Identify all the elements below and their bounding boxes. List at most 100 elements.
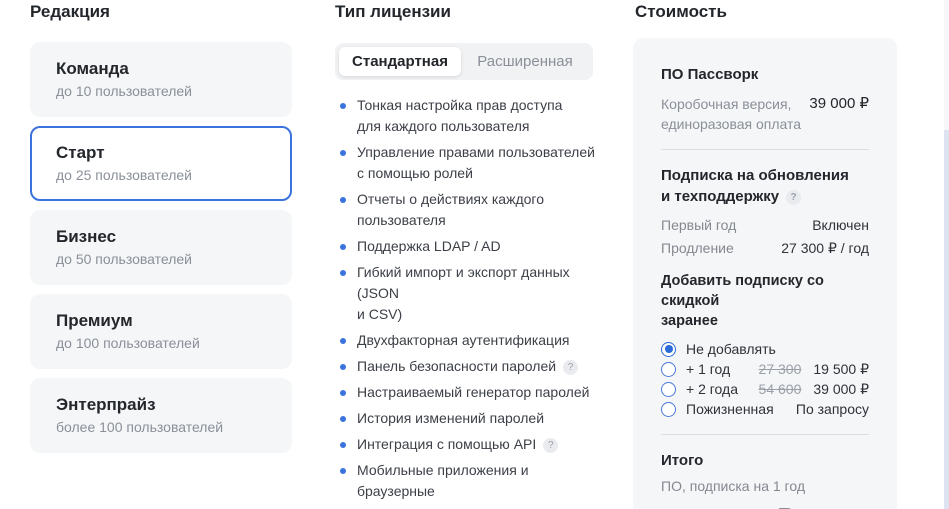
feature-label: Двухфакторная аутентификация [357, 332, 570, 348]
subscription-options: Не добавлять + 1 год 27 300 19 500 ₽ + 2… [661, 339, 869, 419]
radio-dot [664, 345, 673, 353]
option-price: 19 500 ₽ [813, 360, 869, 377]
option-label: Пожизненная [686, 401, 774, 417]
edition-subtitle: до 100 пользователей [56, 335, 200, 351]
license-heading: Тип лицензии [335, 2, 451, 21]
bullet-icon [340, 197, 346, 203]
option-old-price: 54 600 [758, 381, 802, 397]
option-price: 39 000 ₽ [813, 380, 869, 397]
software-price: 39 000 ₽ [809, 95, 869, 112]
edition-card-enterprise[interactable]: Энтерпрайз более 100 пользователей [30, 378, 292, 453]
feature-item: Двухфакторная аутентификация [335, 330, 597, 351]
bullet-icon [340, 364, 346, 370]
radio-option-1-year[interactable]: + 1 год 27 300 19 500 ₽ [661, 359, 869, 379]
feature-item: Управление правами пользователей с помощ… [335, 142, 597, 184]
addon-title: Добавить подписку со скидкой заранее [661, 273, 824, 329]
license-type-tabs: Стандартная Расширенная [335, 43, 593, 80]
bullet-icon [340, 416, 346, 422]
radio-icon[interactable] [661, 401, 676, 417]
radio-icon[interactable] [661, 341, 676, 357]
feature-list: Тонкая настройка прав доступа для каждог… [335, 95, 597, 509]
bullet-icon [340, 390, 346, 396]
bullet-icon [340, 103, 346, 109]
editions-heading: Редакция [30, 2, 110, 21]
help-icon[interactable]: ? [563, 360, 579, 375]
subscription-title-text: Подписка на обновления и техподдержку [661, 167, 849, 205]
feature-item: Отчеты о действиях каждого пользователя [335, 189, 597, 231]
row-label: Продление [661, 240, 734, 256]
row-value: 27 300 ₽ / год [781, 240, 869, 256]
edition-card-biznes[interactable]: Бизнес до 50 пользователей [30, 210, 292, 285]
software-title: ПО Пассворк [661, 66, 759, 83]
edition-title: Энтерпрайз [56, 395, 156, 414]
radio-option-none[interactable]: Не добавлять [661, 339, 869, 359]
option-label: + 2 года [686, 381, 738, 397]
bullet-icon [340, 442, 346, 448]
total-amount: 39 000 ₽ [661, 503, 869, 509]
radio-icon[interactable] [661, 361, 676, 377]
total-description: ПО, подписка на 1 год [661, 478, 805, 494]
feature-label: Настраиваемый генератор паролей [357, 384, 590, 400]
edition-list: Команда до 10 пользователей Старт до 25 … [30, 42, 295, 453]
feature-label: Поддержка LDAP / AD [357, 238, 501, 254]
option-label: + 1 год [686, 361, 731, 377]
feature-item: Настраиваемый генератор паролей [335, 382, 597, 403]
help-icon[interactable]: ? [786, 190, 802, 205]
tab-extended[interactable]: Расширенная [477, 53, 573, 70]
edition-subtitle: до 10 пользователей [56, 83, 192, 99]
radio-icon[interactable] [661, 381, 676, 397]
edition-subtitle: до 25 пользователей [56, 167, 192, 183]
feature-item: Мобильные приложения и браузерные расшир… [335, 460, 597, 509]
feature-item: Гибкий импорт и экспорт данных (JSON и C… [335, 262, 597, 325]
edition-title: Бизнес [56, 227, 117, 246]
feature-label: Гибкий импорт и экспорт данных (JSON и C… [357, 264, 570, 322]
radio-option-2-years[interactable]: + 2 года 54 600 39 000 ₽ [661, 379, 869, 399]
feature-label: Панель безопасности паролей [357, 358, 557, 374]
feature-label: История изменений паролей [357, 410, 545, 426]
scrollbar-thumb[interactable] [944, 130, 949, 509]
license-column: Тип лицензии Стандартная Расширенная Тон… [335, 2, 597, 509]
feature-item: Панель безопасности паролей? [335, 356, 597, 377]
subscription-row-renewal: Продление 27 300 ₽ / год [661, 237, 869, 260]
feature-item: Интеграция с помощью API? [335, 434, 597, 455]
feature-label: Отчеты о действиях каждого пользователя [357, 191, 544, 228]
editions-column: Редакция Команда до 10 пользователей Ста… [30, 2, 295, 453]
edition-card-start[interactable]: Старт до 25 пользователей [30, 126, 292, 201]
edition-title: Команда [56, 59, 129, 78]
software-description: Коробочная версия, единоразовая оплата [661, 96, 802, 132]
bullet-icon [340, 270, 346, 276]
divider [661, 149, 869, 150]
subscription-rows: Первый год Включен Продление 27 300 ₽ / … [661, 214, 869, 260]
tab-standard[interactable]: Стандартная [339, 47, 461, 76]
bullet-icon [340, 468, 346, 474]
feature-label: Управление правами пользователей с помощ… [357, 144, 595, 181]
option-label: Не добавлять [686, 341, 776, 357]
feature-item: История изменений паролей [335, 408, 597, 429]
bullet-icon [340, 150, 346, 156]
row-value: Включен [812, 217, 869, 233]
cost-column: Стоимость ПО Пассворк Коробочная версия,… [633, 2, 897, 509]
bullet-icon [340, 338, 346, 344]
divider [661, 434, 869, 435]
edition-card-komanda[interactable]: Команда до 10 пользователей [30, 42, 292, 117]
subscription-title: Подписка на обновления и техподдержку? [661, 165, 869, 207]
cost-card: ПО Пассворк Коробочная версия, единоразо… [633, 38, 897, 509]
feature-item: Тонкая настройка прав доступа для каждог… [335, 95, 597, 137]
edition-card-premium[interactable]: Премиум до 100 пользователей [30, 294, 292, 369]
option-old-price: 27 300 [758, 361, 802, 377]
subscription-row-first-year: Первый год Включен [661, 214, 869, 237]
option-price: По запросу [795, 401, 869, 417]
total-title: Итого [661, 452, 704, 469]
edition-subtitle: более 100 пользователей [56, 419, 224, 435]
feature-item: Поддержка LDAP / AD [335, 236, 597, 257]
software-row: Коробочная версия, единоразовая оплата 3… [661, 94, 869, 134]
feature-label: Интеграция с помощью API [357, 436, 537, 452]
radio-option-lifetime[interactable]: Пожизненная По запросу [661, 399, 869, 419]
help-icon[interactable]: ? [543, 438, 559, 453]
feature-label: Тонкая настройка прав доступа для каждог… [357, 97, 563, 134]
row-label: Первый год [661, 217, 737, 233]
edition-title: Премиум [56, 311, 133, 330]
feature-label: Мобильные приложения и браузерные расшир… [357, 462, 529, 509]
cost-heading: Стоимость [635, 2, 727, 21]
